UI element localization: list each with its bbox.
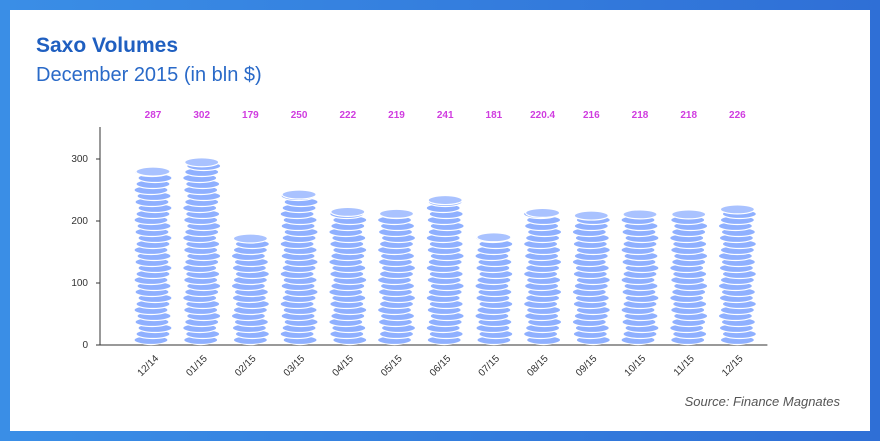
data-label: 250 bbox=[291, 110, 308, 121]
coin-top bbox=[135, 166, 171, 177]
coin-top bbox=[524, 207, 561, 218]
data-label: 181 bbox=[486, 110, 503, 121]
data-label: 179 bbox=[242, 110, 259, 121]
data-label: 220.4 bbox=[530, 110, 555, 121]
data-label: 287 bbox=[145, 110, 162, 121]
coin-top bbox=[476, 232, 512, 243]
data-label: 218 bbox=[632, 110, 649, 121]
y-tick-label: 300 bbox=[71, 154, 88, 165]
coin-top bbox=[671, 209, 707, 220]
bar bbox=[376, 208, 417, 346]
bar bbox=[279, 189, 319, 346]
x-tick-label: 03/15 bbox=[282, 353, 308, 379]
y-tick-label: 200 bbox=[71, 216, 88, 227]
bar bbox=[133, 166, 173, 346]
chart-title: Saxo Volumes bbox=[36, 34, 178, 57]
x-tick-label: 06/15 bbox=[428, 353, 454, 379]
x-tick-label: 05/15 bbox=[379, 353, 405, 379]
x-tick-label: 12/14 bbox=[136, 353, 162, 379]
data-label: 222 bbox=[339, 110, 356, 121]
data-label: 219 bbox=[388, 110, 405, 121]
x-tick-label: 11/15 bbox=[672, 353, 697, 378]
coin-top bbox=[281, 189, 317, 200]
coin-top bbox=[573, 210, 609, 221]
x-tick-label: 04/15 bbox=[330, 353, 356, 379]
coin-top bbox=[378, 208, 415, 219]
coin-top bbox=[330, 206, 366, 217]
bar bbox=[474, 232, 514, 346]
x-tick-label: 09/15 bbox=[574, 353, 600, 379]
data-label: 226 bbox=[729, 110, 746, 121]
x-tick-label: 12/15 bbox=[720, 353, 746, 379]
y-tick-label: 100 bbox=[71, 278, 88, 289]
data-label: 216 bbox=[583, 110, 600, 121]
bar bbox=[669, 208, 709, 346]
bar-chart: 0 100 200 300 287 12/14 302 01/15 179 02/15 250 03/… bbox=[71, 110, 768, 379]
data-label: 241 bbox=[437, 110, 454, 121]
bar bbox=[425, 194, 465, 346]
source-note: Source: Finance Magnates bbox=[684, 394, 840, 409]
x-tick-label: 10/15 bbox=[623, 353, 649, 379]
x-tick-label: 07/15 bbox=[477, 353, 503, 379]
x-tick-label: 08/15 bbox=[525, 353, 551, 379]
bar bbox=[230, 233, 270, 346]
bar bbox=[182, 157, 222, 346]
coin-top bbox=[622, 209, 658, 220]
data-label: 302 bbox=[193, 110, 210, 121]
chart-subtitle: December 2015 (in bln $) bbox=[36, 64, 262, 86]
bar bbox=[717, 204, 758, 346]
data-label: 218 bbox=[680, 110, 697, 121]
y-tick-label: 0 bbox=[82, 340, 88, 351]
bar bbox=[522, 207, 563, 346]
bar bbox=[328, 206, 368, 346]
coin-top bbox=[184, 157, 220, 168]
x-tick-label: 01/15 bbox=[184, 353, 210, 379]
coin-top bbox=[427, 194, 463, 206]
x-tick-label: 02/15 bbox=[233, 353, 259, 379]
coin-top bbox=[719, 204, 756, 215]
bar bbox=[571, 210, 611, 346]
bar bbox=[620, 208, 660, 346]
coin-top bbox=[232, 233, 268, 244]
